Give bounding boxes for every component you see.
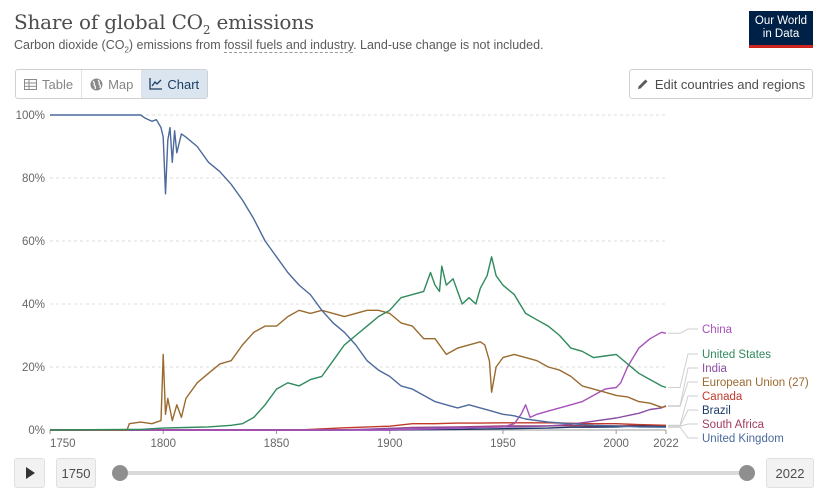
view-tabs: Table Map Chart — [15, 69, 209, 99]
x-tick-label: 1750 — [50, 438, 76, 450]
series-line-united-kingdom — [50, 114, 667, 428]
legend-connector-india — [668, 367, 698, 407]
series-line-united-states — [49, 256, 667, 431]
end-handle[interactable] — [739, 465, 755, 481]
start-handle[interactable] — [112, 465, 128, 481]
legend-connector-south-africa — [668, 423, 698, 427]
y-tick-label: 80% — [22, 173, 45, 185]
line-chart: 0% 20% 40% 60% 80% 100% 1750 1800 1850 1900 1950 20… — [16, 110, 809, 450]
y-tick-label: 60% — [22, 236, 45, 248]
pencil-icon — [637, 79, 648, 89]
legend-label-india: India — [702, 363, 728, 375]
edit-countries-label: Edit countries and regions — [654, 76, 806, 92]
x-tick-label: 2022 — [653, 438, 679, 450]
tab-map[interactable]: Map — [81, 70, 141, 98]
series-line-european-union-27- — [50, 309, 667, 431]
y-tick-label: 40% — [22, 299, 45, 311]
series-line-brazil — [50, 424, 667, 431]
legend-label-united-states: United States — [702, 349, 771, 361]
series-line-canada — [50, 422, 667, 431]
chart-title: Share of global CO2 emissions — [14, 10, 314, 37]
tab-table[interactable]: Table — [16, 70, 81, 98]
tab-table-label: Table — [42, 76, 74, 92]
y-tick-label: 100% — [16, 110, 45, 122]
end-year-box[interactable]: 2022 — [766, 458, 814, 488]
fossil-fuels-link[interactable]: fossil fuels and industry — [224, 38, 354, 53]
start-year-box[interactable]: 1750 — [56, 458, 96, 488]
x-tick-label: 1850 — [264, 438, 290, 450]
chart-subtitle: Carbon dioxide (CO2) emissions from foss… — [14, 38, 544, 55]
y-tick-label: 0% — [28, 425, 45, 437]
tab-chart[interactable]: Chart — [141, 70, 208, 98]
play-button[interactable] — [14, 458, 45, 488]
legend-connector-united-kingdom — [668, 426, 698, 439]
tab-chart-label: Chart — [167, 76, 200, 92]
legend-connector-european-union-27- — [668, 381, 698, 407]
legend-label-brazil: Brazil — [702, 405, 731, 417]
legend-label-south-africa: South Africa — [702, 419, 765, 431]
legend-connector-canada — [668, 395, 698, 426]
legend-connector-united-states — [668, 353, 698, 388]
x-tick-label: 1950 — [490, 438, 516, 450]
play-icon — [25, 467, 35, 479]
x-tick-label: 1800 — [150, 438, 176, 450]
legend-connector-china — [668, 328, 698, 334]
table-icon — [24, 78, 37, 90]
legend-label-canada: Canada — [702, 391, 743, 403]
legend-label-european-union-27-: European Union (27) — [702, 377, 809, 389]
globe-icon — [90, 78, 103, 90]
x-tick-label: 1900 — [377, 438, 403, 450]
edit-countries-button[interactable]: Edit countries and regions — [629, 69, 813, 99]
y-tick-label: 20% — [22, 362, 45, 374]
timeline-track[interactable] — [120, 471, 747, 475]
legend-label-united-kingdom: United Kingdom — [702, 433, 784, 445]
line-chart-icon — [149, 78, 163, 90]
owid-logo[interactable]: Our World in Data — [749, 11, 813, 48]
tab-map-label: Map — [108, 76, 134, 92]
x-tick-label: 2000 — [603, 438, 629, 450]
legend-label-china: China — [702, 324, 733, 336]
series-line-china — [50, 331, 667, 431]
timeline: 1750 2022 — [14, 458, 814, 488]
series-line-india — [50, 405, 667, 431]
